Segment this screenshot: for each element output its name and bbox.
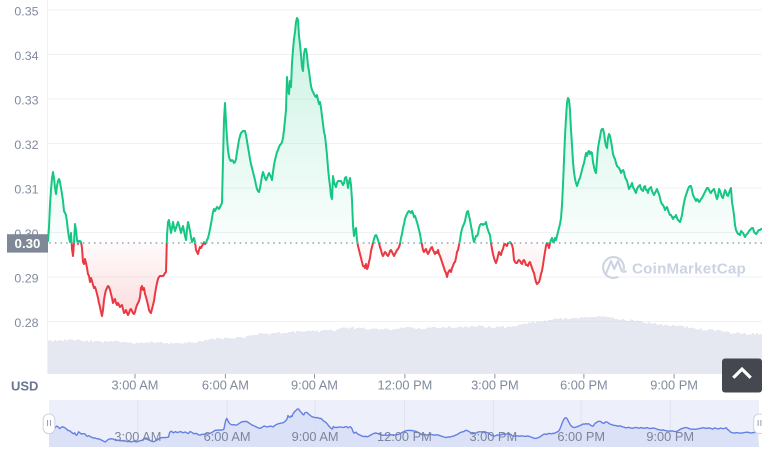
svg-text:9:00 PM: 9:00 PM bbox=[650, 378, 698, 393]
svg-text:USD: USD bbox=[11, 379, 38, 394]
svg-text:6:00 PM: 6:00 PM bbox=[560, 378, 608, 393]
svg-text:9:00 PM: 9:00 PM bbox=[646, 429, 694, 444]
svg-text:0.29: 0.29 bbox=[14, 271, 38, 285]
svg-text:0.31: 0.31 bbox=[14, 182, 38, 196]
svg-text:12:00 PM: 12:00 PM bbox=[377, 429, 432, 444]
svg-text:12:00 PM: 12:00 PM bbox=[378, 378, 433, 393]
svg-text:3:00 PM: 3:00 PM bbox=[471, 378, 519, 393]
svg-text:0.30: 0.30 bbox=[15, 236, 41, 251]
svg-text:CoinMarketCap: CoinMarketCap bbox=[632, 261, 746, 278]
svg-text:0.32: 0.32 bbox=[14, 138, 38, 152]
svg-text:3:00 AM: 3:00 AM bbox=[112, 378, 159, 393]
svg-text:0.28: 0.28 bbox=[14, 316, 38, 330]
svg-text:0.33: 0.33 bbox=[14, 93, 38, 107]
svg-text:6:00 AM: 6:00 AM bbox=[202, 378, 249, 393]
svg-text:6:00 PM: 6:00 PM bbox=[557, 429, 605, 444]
svg-text:9:00 AM: 9:00 AM bbox=[292, 429, 339, 444]
svg-text:0.34: 0.34 bbox=[14, 49, 38, 63]
svg-text:0.35: 0.35 bbox=[14, 4, 38, 18]
svg-text:3:00 AM: 3:00 AM bbox=[114, 429, 161, 444]
svg-text:9:00 AM: 9:00 AM bbox=[291, 378, 338, 393]
svg-text:3:00 PM: 3:00 PM bbox=[469, 429, 517, 444]
svg-text:6:00 AM: 6:00 AM bbox=[204, 429, 251, 444]
